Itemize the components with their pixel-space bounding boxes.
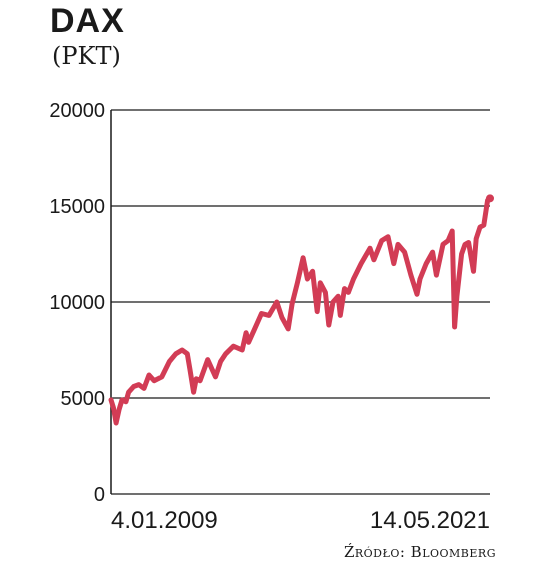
y-tick-label: 20000 xyxy=(49,100,105,122)
source-credit: Źródło: Bloomberg xyxy=(343,543,496,561)
series-end-marker xyxy=(486,194,494,203)
y-tick-label: 10000 xyxy=(49,292,105,314)
x-tick-label: 4.01.2009 xyxy=(111,507,218,534)
y-axis: 20000 15000 10000 5000 0 xyxy=(49,100,112,506)
series-line xyxy=(108,195,493,426)
chart-subtitle: (PKT) xyxy=(52,42,121,70)
gridlines xyxy=(111,109,490,495)
x-axis: 4.01.2009 14.05.2021 xyxy=(111,507,490,534)
y-tick-label: 15000 xyxy=(49,196,105,218)
y-tick-label: 0 xyxy=(94,484,105,506)
chart-title: DAX xyxy=(50,2,125,40)
x-tick-label: 14.05.2021 xyxy=(370,507,490,534)
y-tick-label: 5000 xyxy=(61,388,106,410)
